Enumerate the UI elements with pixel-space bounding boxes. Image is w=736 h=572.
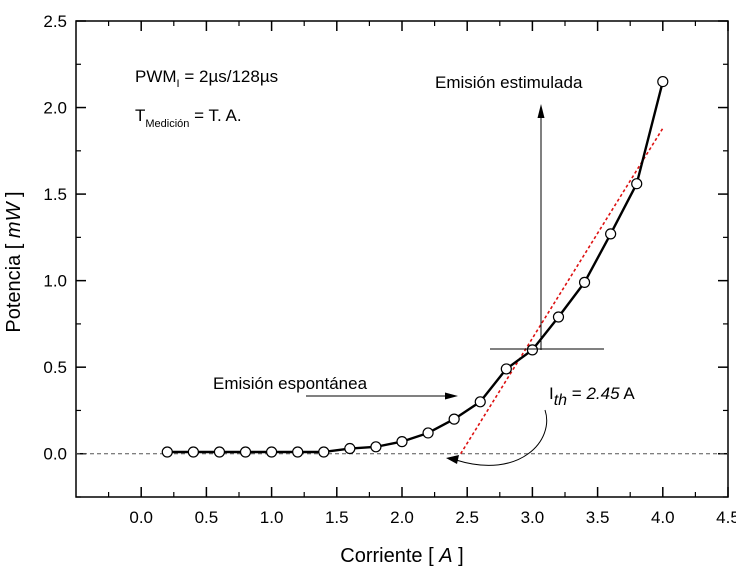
spontaneous-emission-marker xyxy=(306,392,458,400)
pwm-label: PWM xyxy=(135,67,177,86)
x-tick-label: 3.5 xyxy=(586,508,610,527)
data-point xyxy=(292,446,304,458)
y-axis-title-unit: mW xyxy=(3,200,25,238)
temperature-annotation: TMedición = T. A. xyxy=(135,106,242,130)
spontaneous-emission-label: Emisión espontánea xyxy=(213,374,368,393)
x-tick-label: 3.0 xyxy=(521,508,545,527)
ith-unit: A xyxy=(620,384,636,403)
data-point xyxy=(213,446,226,458)
x-tick-label: 2.5 xyxy=(455,508,479,527)
threshold-annotation: Ith = 2.45 A xyxy=(549,384,635,409)
x-axis-title-prefix: Corriente [ xyxy=(340,545,439,567)
data-point xyxy=(526,344,539,356)
x-tick-label: 2.0 xyxy=(390,508,414,527)
threshold-fit-line xyxy=(460,127,664,455)
x-tick-label: 1.0 xyxy=(260,508,284,527)
y-tick-label: 0.0 xyxy=(43,445,67,464)
y-tick-labels: 0.0 0.5 1.0 1.5 2.0 2.5 xyxy=(43,12,67,464)
x-tick-label: 4.5 xyxy=(716,508,736,527)
y-axis-title-suffix: ] xyxy=(3,191,25,202)
data-point xyxy=(474,396,486,408)
x-axis-title: Corriente [ A ] xyxy=(340,545,463,567)
spontaneous-arrowhead xyxy=(445,392,458,400)
threshold-curved-arrow xyxy=(455,409,548,466)
series-points xyxy=(161,75,669,458)
x-axis-title-suffix: ] xyxy=(453,545,464,567)
stimulated-emission-marker xyxy=(490,104,604,350)
stimulated-emission-label: Emisión estimulada xyxy=(435,73,583,92)
y-tick-label: 2.5 xyxy=(43,12,67,31)
x-tick-label: 1.5 xyxy=(325,508,349,527)
x-tick-labels: 0.0 0.5 1.0 1.5 2.0 2.5 3.0 3.5 4.0 4.5 xyxy=(129,508,736,527)
threshold-arrowhead xyxy=(446,455,459,464)
data-point xyxy=(605,228,617,240)
pwm-subscript: I xyxy=(177,78,180,90)
y-tick-label: 1.0 xyxy=(43,272,67,291)
t-value: = T. A. xyxy=(189,106,241,125)
pwm-value: = 2µs/128µs xyxy=(180,67,279,86)
y-axis-title: Potencia [ mW ] xyxy=(3,191,25,332)
t-subscript: Medición xyxy=(145,118,189,130)
x-tick-label: 0.5 xyxy=(195,508,219,527)
data-point xyxy=(318,446,330,458)
x-axis-title-unit: A xyxy=(438,545,452,567)
stimulated-arrowhead xyxy=(537,104,545,118)
data-point xyxy=(396,436,408,448)
data-point xyxy=(578,276,591,288)
data-point xyxy=(448,413,460,425)
ith-label: I xyxy=(549,384,554,403)
data-point xyxy=(161,446,173,458)
t-label: T xyxy=(135,106,145,125)
data-point xyxy=(552,311,565,323)
data-point xyxy=(266,446,278,458)
y-tick-label: 0.5 xyxy=(43,358,67,377)
data-point xyxy=(631,178,643,190)
y-tick-label: 2.0 xyxy=(43,99,67,118)
pwm-annotation: PWMI = 2µs/128µs xyxy=(135,67,278,90)
x-tick-label: 0.0 xyxy=(129,508,153,527)
data-point xyxy=(239,446,252,458)
data-point xyxy=(187,446,199,458)
data-point xyxy=(370,441,382,453)
threshold-marker xyxy=(446,409,548,466)
plot-frame xyxy=(75,20,729,498)
x-tick-label: 4.0 xyxy=(651,508,675,527)
axis-ticks xyxy=(76,20,729,498)
y-axis-title-prefix: Potencia [ xyxy=(3,238,25,333)
ith-subscript: th xyxy=(554,392,567,409)
ith-equals: = xyxy=(567,384,586,403)
data-point xyxy=(344,442,356,455)
y-tick-label: 1.5 xyxy=(43,185,67,204)
data-point xyxy=(657,75,669,88)
ith-value: 2.45 xyxy=(585,384,620,403)
data-point xyxy=(422,427,434,439)
plot-area-border xyxy=(75,20,729,498)
data-point xyxy=(500,363,512,375)
